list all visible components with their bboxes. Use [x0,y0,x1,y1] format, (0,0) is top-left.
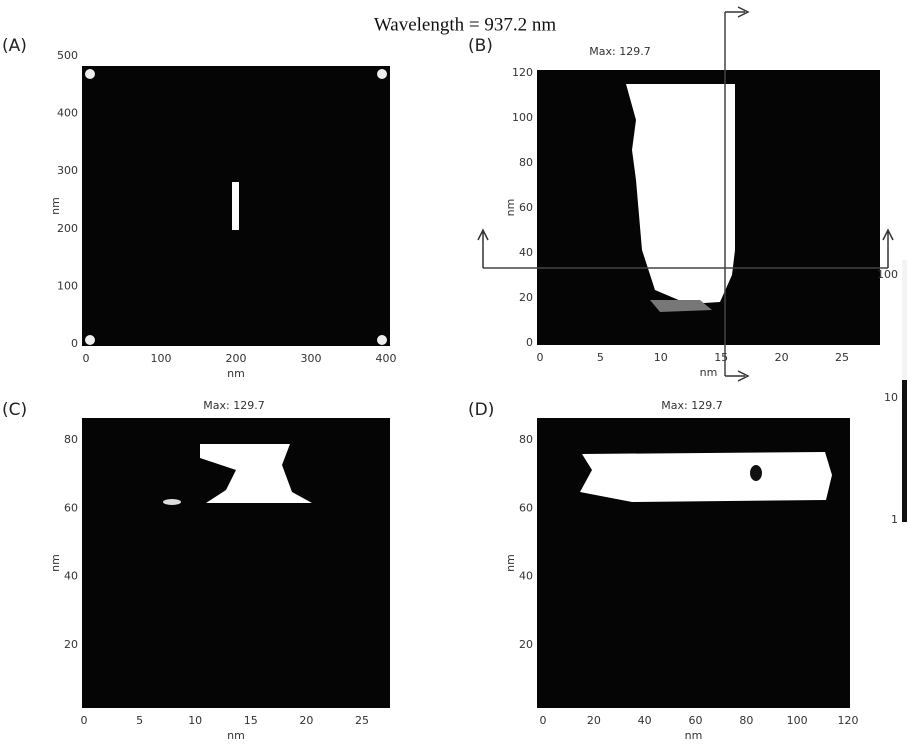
y-tick-label: 200 [57,222,78,235]
max-label: Max: 129.7 [203,399,264,412]
max-label: Max: 129.7 [661,399,722,412]
x-tick-label: 25 [835,351,849,364]
field-region [580,452,832,502]
panel-label: (B) [468,36,493,56]
x-tick-label: 40 [638,714,652,727]
colorbar [902,380,907,522]
x-tick-label: 10 [188,714,202,727]
field-region [163,499,181,505]
y-tick-label: 20 [519,638,533,651]
y-tick-label: 40 [64,570,78,583]
x-tick-label: 0 [537,351,544,364]
colorbar-label: 100 [877,268,898,281]
y-tick-label: 60 [519,201,533,214]
hotspot [377,69,387,79]
y-tick-label: 60 [519,501,533,514]
x-tick-label: 120 [838,714,859,727]
hotspot [85,69,95,79]
y-tick-label: 0 [526,336,533,349]
x-tick-label: 100 [787,714,808,727]
y-tick-label: 20 [519,291,533,304]
x-tick-label: 15 [714,351,728,364]
y-tick-label: 100 [512,111,533,124]
colorbar-label: 1 [891,513,898,526]
y-tick-label: 20 [64,638,78,651]
x-tick-label: 5 [597,351,604,364]
x-tick-label: 15 [244,714,258,727]
x-tick-label: 5 [136,714,143,727]
y-tick-label: 40 [519,246,533,259]
y-tick-label: 60 [64,501,78,514]
x-axis-label: nm [700,366,718,379]
x-tick-label: 80 [739,714,753,727]
y-axis-label: nm [504,199,517,217]
hotspot [232,182,239,230]
x-tick-label: 0 [540,714,547,727]
y-tick-label: 400 [57,107,78,120]
x-tick-label: 20 [587,714,601,727]
colorbar-label: 10 [884,391,898,404]
hotspot [377,335,387,345]
y-tick-label: 100 [57,279,78,292]
y-tick-label: 120 [512,66,533,79]
y-tick-label: 80 [64,433,78,446]
y-axis-label: nm [504,554,517,572]
x-tick-label: 20 [775,351,789,364]
y-axis-label: nm [49,197,62,215]
hotspot [85,335,95,345]
panel-label: (C) [2,400,27,420]
x-axis-label: nm [227,367,245,380]
x-tick-label: 400 [376,352,397,365]
y-tick-label: 80 [519,156,533,169]
x-tick-label: 25 [355,714,369,727]
y-tick-label: 40 [519,570,533,583]
y-tick-label: 500 [57,49,78,62]
x-tick-label: 0 [81,714,88,727]
y-tick-label: 0 [71,337,78,350]
y-tick-label: 80 [519,433,533,446]
x-tick-label: 300 [301,352,322,365]
figure-title: Wavelength = 937.2 nm [374,14,556,35]
field-region [750,465,762,481]
x-tick-label: 20 [299,714,313,727]
x-axis-label: nm [227,729,245,742]
x-tick-label: 200 [226,352,247,365]
panel-label: (A) [2,36,27,56]
y-axis-label: nm [49,554,62,572]
x-axis-label: nm [685,729,703,742]
y-tick-label: 300 [57,164,78,177]
figure: Wavelength = 937.2 nm (A)010020030040001… [0,0,909,746]
panel-label: (D) [468,400,494,420]
x-tick-label: 0 [83,352,90,365]
x-tick-label: 100 [151,352,172,365]
x-tick-label: 10 [654,351,668,364]
max-label: Max: 129.7 [589,45,650,58]
x-tick-label: 60 [689,714,703,727]
